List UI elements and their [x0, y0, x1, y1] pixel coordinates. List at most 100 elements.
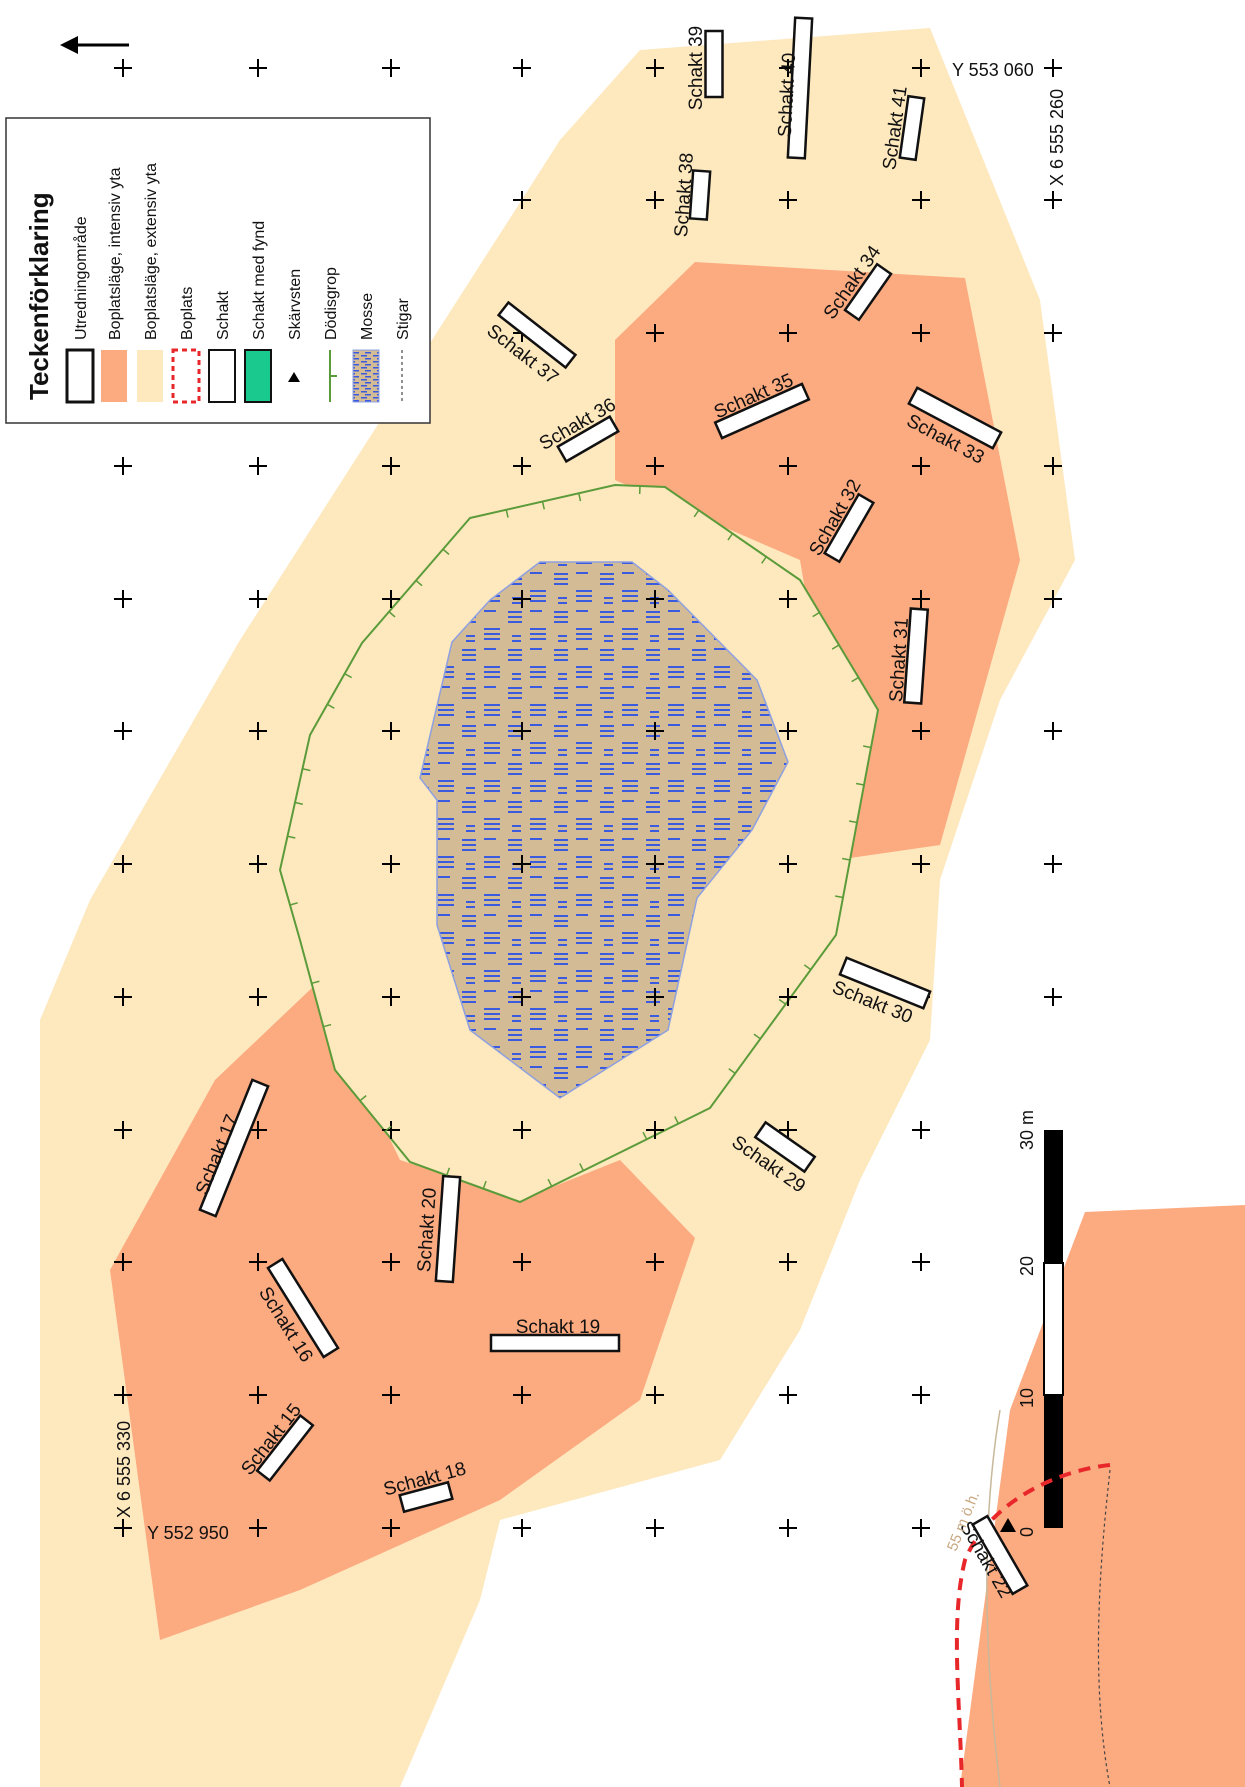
kettle-tick	[831, 644, 840, 650]
kettle-tick	[415, 579, 423, 587]
trench	[786, 16, 814, 160]
legend-symbol-settlement	[171, 348, 201, 404]
kettle-tick	[803, 964, 812, 971]
kettle-tick	[727, 533, 734, 541]
trench	[843, 262, 893, 322]
grid-cross	[779, 1519, 797, 1537]
kettle-tick	[862, 745, 872, 749]
grid-cross	[779, 1121, 797, 1139]
kettle-tick	[359, 1095, 367, 1102]
legend-items: Utredningområde Boplatsläge, intensiv yta…	[65, 163, 412, 404]
kettle-tick	[384, 1125, 392, 1132]
kettle-tick	[579, 1163, 585, 1171]
kettle-tick	[674, 1116, 680, 1124]
grid-cross	[114, 988, 132, 1006]
kettle-tick	[851, 676, 859, 683]
trench	[898, 94, 926, 162]
trench	[489, 1333, 621, 1353]
grid-cross	[646, 1519, 664, 1537]
grid-cross	[513, 457, 531, 475]
grid-cross	[912, 59, 930, 77]
grid-cross	[382, 590, 400, 608]
trench	[496, 300, 578, 370]
grid-cross	[646, 1121, 664, 1139]
legend-symbol-extensive	[137, 350, 163, 402]
grid-cross	[646, 191, 664, 209]
grid-cross	[249, 1519, 267, 1537]
trench	[556, 414, 620, 464]
grid-cross	[912, 590, 930, 608]
grid-cross	[114, 1519, 132, 1537]
grid-cross	[114, 1253, 132, 1271]
kettle-tick	[761, 556, 767, 564]
kettle-tick	[323, 1023, 332, 1028]
kettle-tick	[753, 1033, 761, 1040]
legend-symbol-trench-with-find	[244, 349, 272, 403]
grid-cross	[646, 590, 664, 608]
legend-symbol-intensive	[101, 350, 127, 402]
scale-bar	[1043, 1130, 1064, 1528]
coord-top-y: Y 553 060	[952, 60, 1034, 80]
legend-symbol-fire-cracked-stone-icon	[288, 372, 300, 382]
grid-cross	[513, 1253, 531, 1271]
kettle-tick	[855, 782, 865, 786]
grid-cross	[646, 324, 664, 342]
kettle-tick	[287, 835, 296, 839]
grid-cross	[382, 59, 400, 77]
trench	[688, 169, 712, 221]
grid-cross	[1044, 855, 1062, 873]
grid-cross	[249, 855, 267, 873]
grid-cross	[779, 590, 797, 608]
grid-cross	[912, 1253, 930, 1271]
scale-label-30: 30 m	[1017, 1110, 1037, 1150]
grid-cross	[513, 59, 531, 77]
scale-label-0: 0	[1017, 1527, 1037, 1537]
grid-cross	[912, 1519, 930, 1537]
kettle-tick	[642, 1131, 648, 1140]
grid-cross	[513, 1519, 531, 1537]
grid-cross	[249, 1253, 267, 1271]
intensive-area-south	[110, 985, 695, 1640]
grid-cross	[114, 1386, 132, 1404]
north-arrow-icon	[60, 36, 129, 54]
kettle-tick	[302, 768, 311, 772]
trench	[398, 1480, 454, 1514]
legend-label: Utredningområde	[72, 216, 90, 340]
trench-label: Schakt 19	[516, 1317, 601, 1338]
grid-cross	[779, 988, 797, 1006]
trench	[255, 1413, 315, 1483]
kettle-tick	[344, 673, 353, 679]
grid-cross	[114, 59, 132, 77]
trench	[902, 607, 930, 705]
kettle-tick	[326, 703, 335, 709]
trench	[434, 1174, 462, 1284]
trench	[970, 1514, 1030, 1596]
legend-label: Boplatsläge, intensiv yta	[107, 167, 124, 340]
kettle-tick	[388, 611, 396, 618]
kettle-tick	[812, 611, 820, 618]
grid-cross	[382, 1386, 400, 1404]
trench	[266, 1257, 340, 1359]
legend-symbol-trench	[208, 349, 236, 403]
grid-cross	[912, 324, 930, 342]
grid-cross	[779, 457, 797, 475]
grid-cross	[1044, 988, 1062, 1006]
legend-symbol-study-area	[65, 348, 95, 404]
grid-cross	[513, 722, 531, 740]
fire-cracked-stone-marker	[1000, 1518, 1016, 1532]
grid-cross	[912, 191, 930, 209]
grid-cross	[1044, 59, 1062, 77]
grid-cross	[912, 1386, 930, 1404]
settlement-boundary	[954, 1463, 1111, 1787]
grid-cross	[646, 457, 664, 475]
trench-label: Schakt 40	[775, 52, 800, 137]
grid-cross	[114, 1121, 132, 1139]
grid-cross	[779, 324, 797, 342]
grid-cross	[646, 1253, 664, 1271]
grid-cross	[1044, 191, 1062, 209]
grid-cross	[382, 1519, 400, 1537]
kettle-tick	[294, 801, 303, 805]
kettle-tick	[841, 857, 851, 861]
